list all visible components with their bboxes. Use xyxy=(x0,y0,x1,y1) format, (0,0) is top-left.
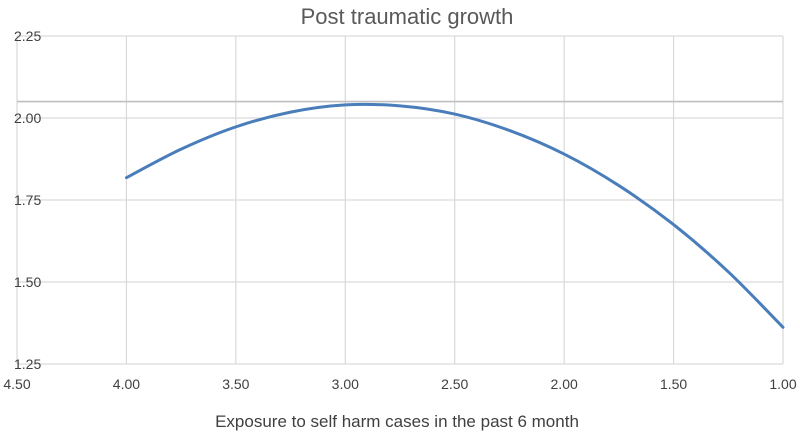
x-tick-label: 1.00 xyxy=(769,376,796,392)
chart-title: Post traumatic growth xyxy=(301,4,514,29)
x-tick-label: 3.50 xyxy=(222,376,249,392)
x-tick-label: 4.00 xyxy=(113,376,140,392)
x-tick-label: 3.00 xyxy=(332,376,359,392)
series-layer xyxy=(124,102,785,329)
x-tick-label: 4.50 xyxy=(3,376,30,392)
y-tick-label: 1.50 xyxy=(14,274,41,290)
x-axis-label: Exposure to self harm cases in the past … xyxy=(215,412,579,431)
y-tick-label: 1.25 xyxy=(14,356,41,372)
y-tick-labels: 1.25 1.50 1.75 2.00 2.25 xyxy=(14,28,41,372)
x-tick-labels: 4.50 4.00 3.50 3.00 2.50 2.00 1.50 1.00 xyxy=(3,376,796,392)
y-tick-label: 2.00 xyxy=(14,110,41,126)
x-tick-label: 1.50 xyxy=(660,376,687,392)
grid-layer xyxy=(16,35,784,365)
y-tick-label: 1.75 xyxy=(14,192,41,208)
series-line xyxy=(124,102,785,329)
x-tick-label: 2.50 xyxy=(441,376,468,392)
y-tick-label: 2.25 xyxy=(14,28,41,44)
x-tick-label: 2.00 xyxy=(551,376,578,392)
